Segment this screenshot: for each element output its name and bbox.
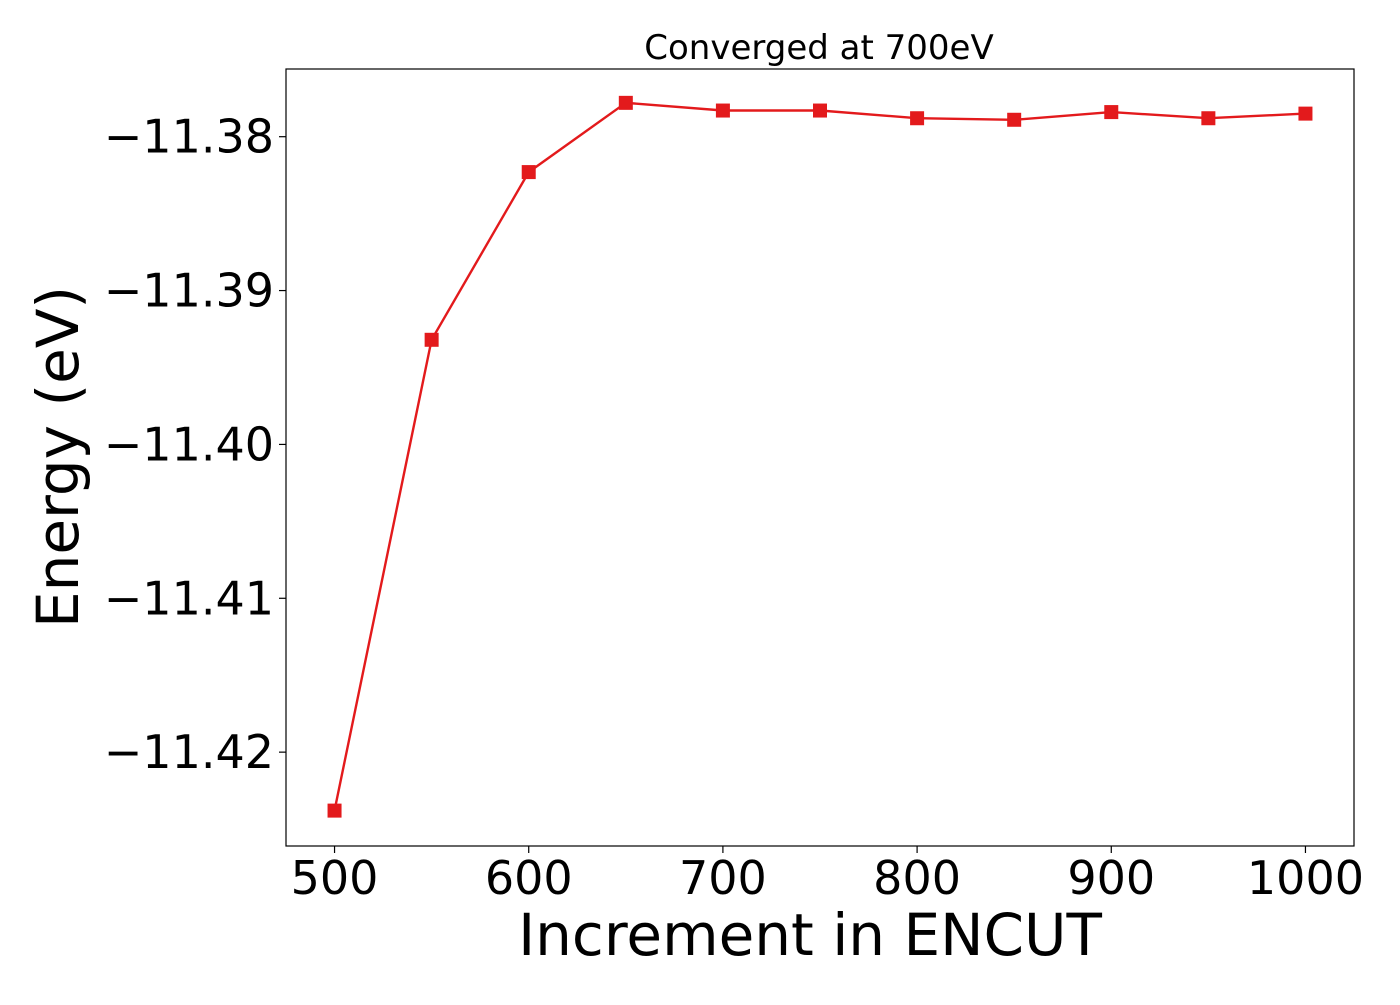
y-tick-label: −11.42 [104, 725, 274, 779]
data-point-marker [521, 165, 536, 180]
data-point-marker [1007, 112, 1022, 127]
data-point-marker [327, 803, 342, 818]
x-tick-label: 600 [485, 851, 573, 905]
data-point-marker [618, 95, 633, 110]
y-tick-label: −11.40 [104, 417, 274, 471]
plot-area-frame [285, 68, 1355, 847]
data-point-marker [715, 103, 730, 118]
chart-title: Converged at 700eV [644, 28, 993, 68]
x-axis-ticks: 500 600 700 800 900 1000 [291, 846, 1364, 905]
y-tick-label: −11.39 [104, 264, 274, 318]
data-point-marker [813, 103, 827, 118]
data-point-marker [1298, 106, 1313, 121]
data-point-marker [424, 332, 439, 347]
series-line [333, 101, 1306, 811]
y-axis-label: Energy (eV) [24, 286, 92, 628]
data-point-marker [910, 111, 925, 126]
x-tick-label: 800 [873, 851, 961, 905]
x-tick-label: 500 [291, 851, 379, 905]
series-layer [327, 95, 1313, 818]
x-tick-label: 1000 [1247, 851, 1364, 905]
x-tick-label: 900 [1067, 851, 1155, 905]
y-tick-label: −11.41 [104, 571, 274, 625]
x-axis-label: Increment in ENCUT [518, 901, 1102, 969]
data-point-marker [1104, 105, 1119, 120]
y-tick-label: −11.38 [104, 110, 274, 164]
x-tick-label: 700 [679, 851, 767, 905]
y-axis-ticks: −11.38 −11.39 −11.40 −11.41 −11.42 [104, 110, 286, 779]
data-point-marker [1201, 111, 1216, 126]
